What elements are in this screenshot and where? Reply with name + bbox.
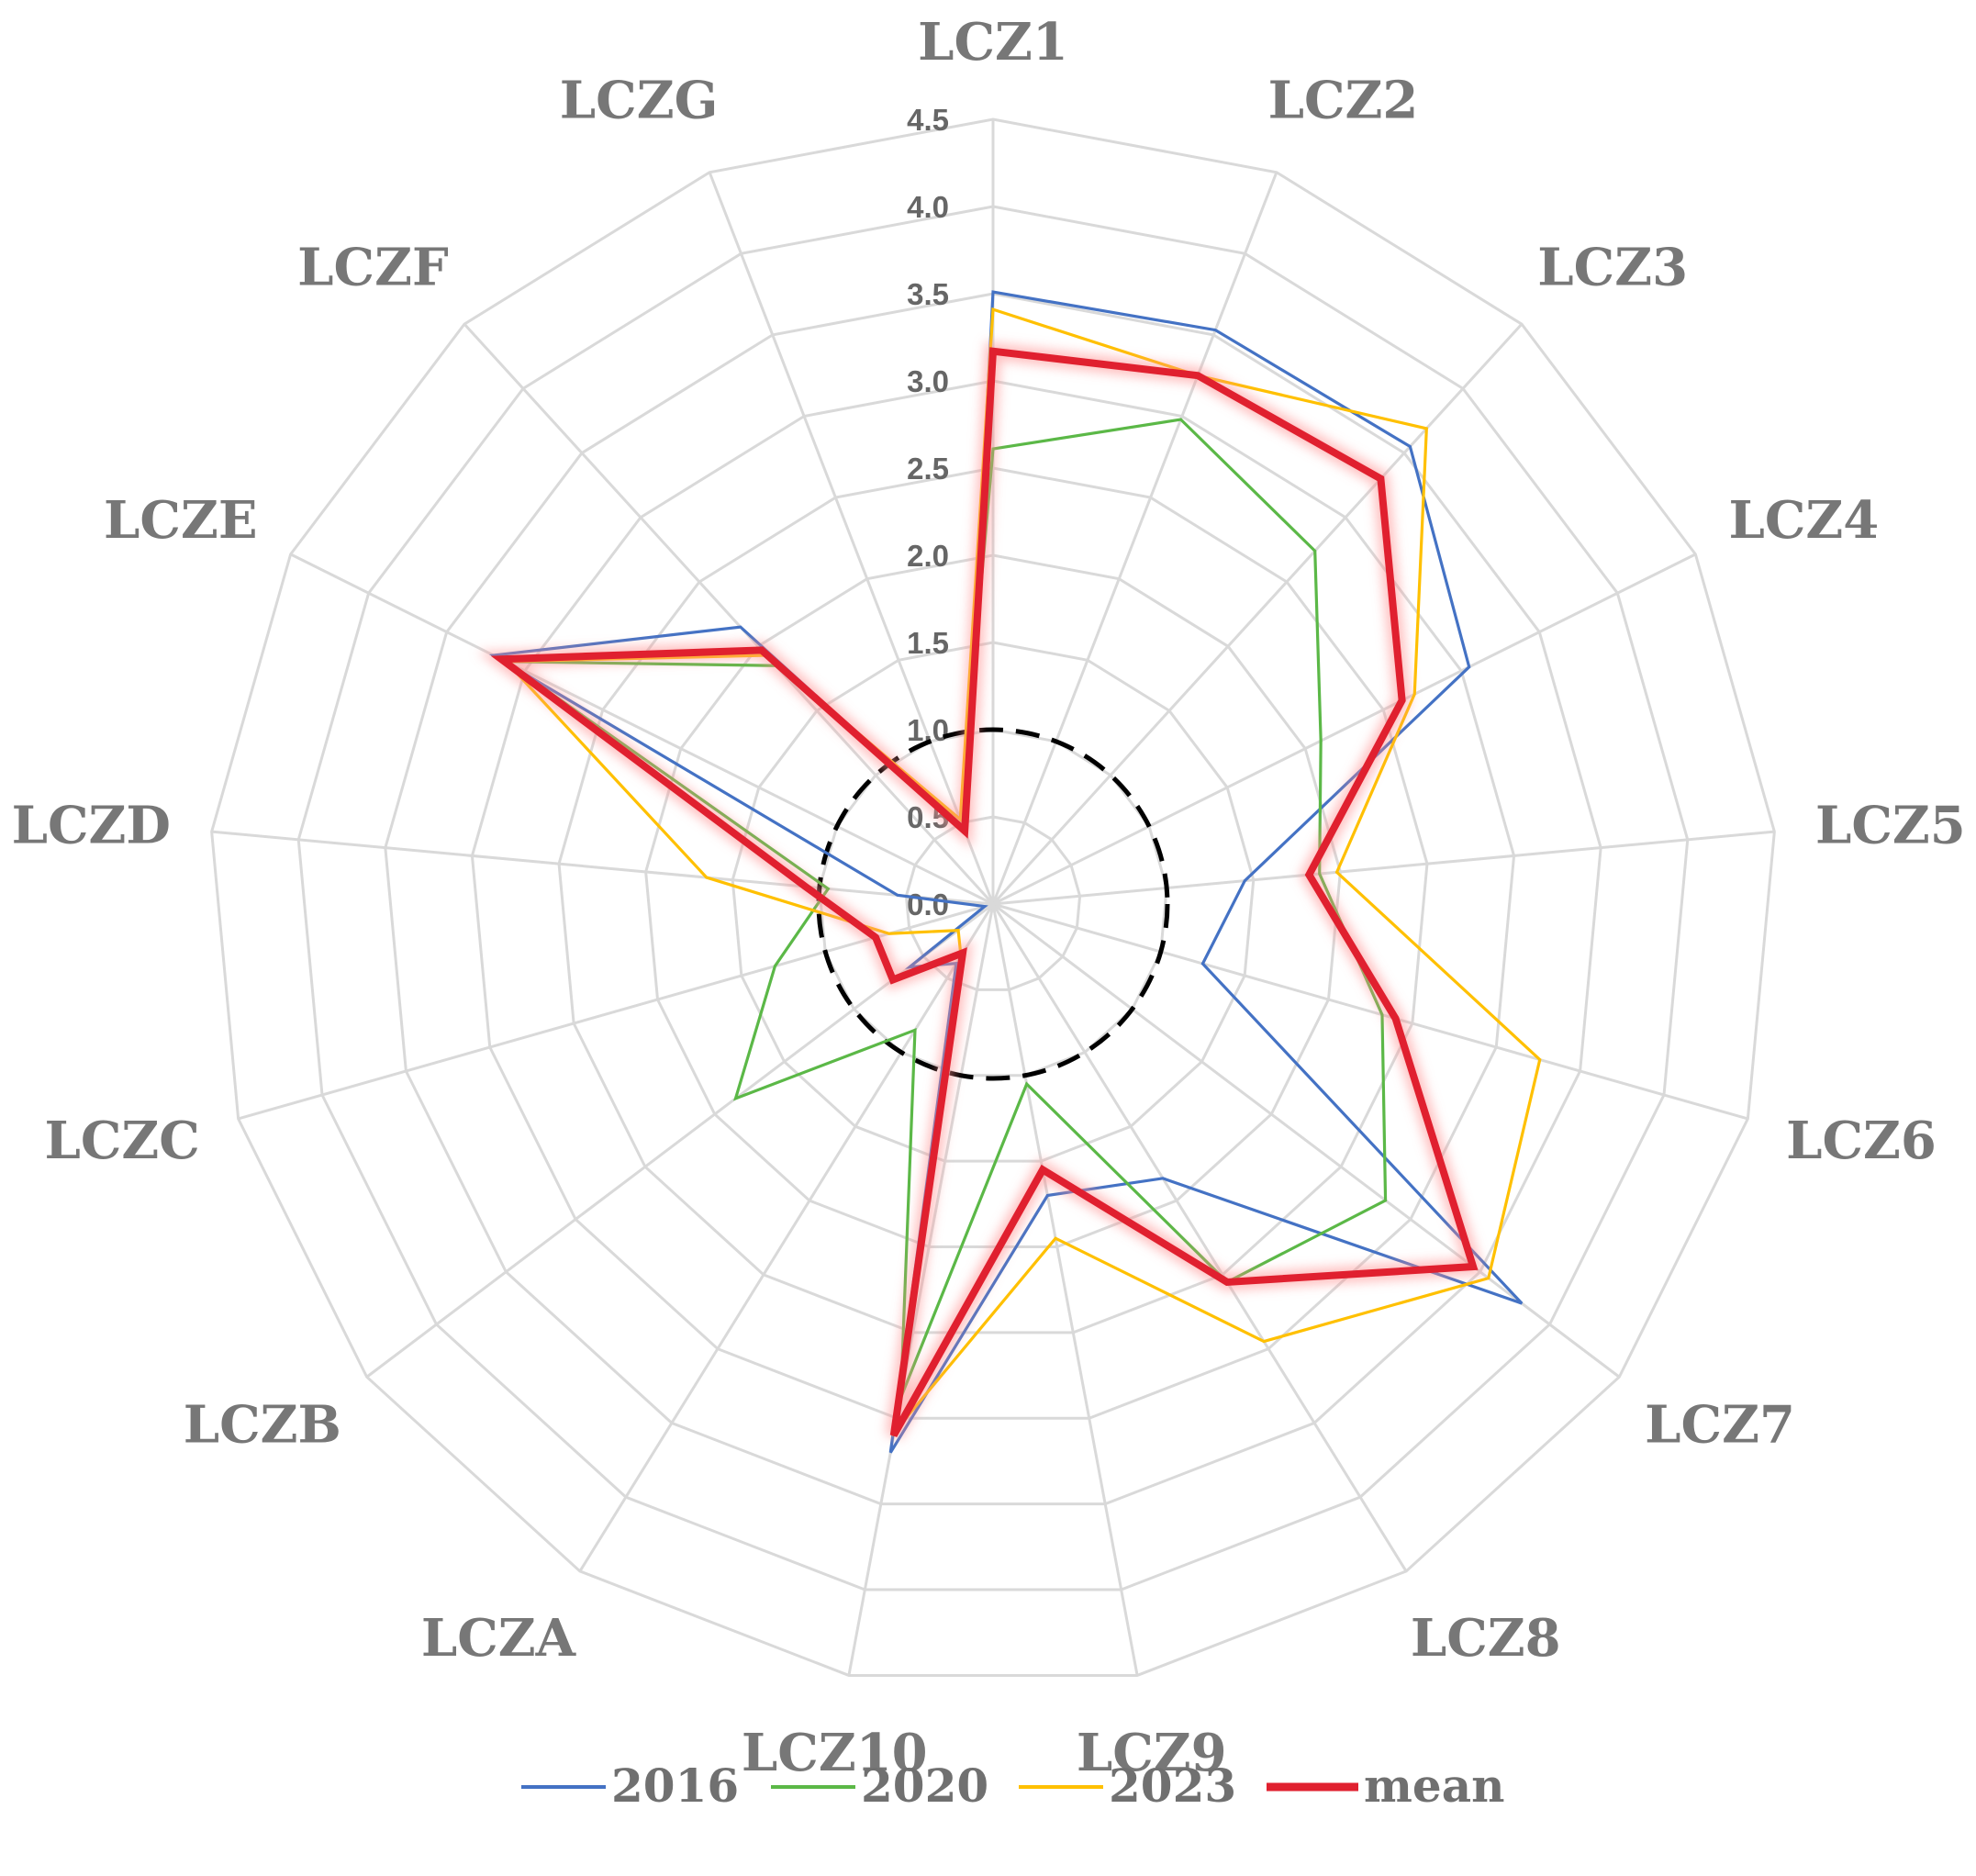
grid-spoke xyxy=(578,903,995,1572)
grid-ring xyxy=(557,466,1429,1334)
radial-tick-label: 3.0 xyxy=(907,364,949,398)
category-label: LCZB xyxy=(184,1394,341,1455)
grid-spoke xyxy=(991,172,1278,905)
radar-grid xyxy=(210,117,1776,1677)
category-label: LCZ7 xyxy=(1645,1394,1795,1455)
series-line-mean xyxy=(490,347,1479,1437)
category-label: LCZG xyxy=(560,70,719,130)
radial-tick-label: 2.5 xyxy=(907,452,949,486)
legend-label-2016: 2016 xyxy=(611,1759,739,1813)
category-label: LCZ9 xyxy=(1077,1723,1227,1783)
category-label: LCZ3 xyxy=(1537,237,1688,297)
legend-label-mean: mean xyxy=(1364,1759,1504,1813)
category-label: LCZ8 xyxy=(1411,1608,1561,1669)
grid-spoke xyxy=(992,902,1621,1379)
category-label: LCZF xyxy=(297,237,449,297)
grid-spoke xyxy=(991,323,1524,906)
grid-ring xyxy=(210,117,1776,1677)
grid-ring xyxy=(904,815,1082,991)
series-lines xyxy=(477,290,1542,1454)
grid-spoke xyxy=(991,903,1408,1572)
category-label: LCZ1 xyxy=(918,12,1068,73)
category-label: LCZ10 xyxy=(742,1723,928,1783)
category-label: LCZE xyxy=(104,490,258,551)
grid-spoke xyxy=(992,902,1748,1121)
radial-tick-label: 3.5 xyxy=(907,277,949,311)
grid-spoke xyxy=(992,553,1697,906)
grid-spoke xyxy=(992,830,1775,906)
grid-ring xyxy=(731,641,1256,1163)
category-label: LCZD xyxy=(12,795,171,855)
category-label: LCZC xyxy=(44,1111,199,1171)
radial-tick-label: 0.0 xyxy=(907,888,949,921)
grid-spoke xyxy=(463,323,995,906)
category-label: LCZ4 xyxy=(1728,490,1879,551)
category-label: LCZ5 xyxy=(1815,795,1966,855)
grid-ring xyxy=(384,292,1602,1506)
legend: 2016 2020 2023 mean xyxy=(521,1759,1504,1813)
grid-spoke xyxy=(289,553,994,906)
category-labels: LCZ1 LCZ2 LCZ3 LCZ4 LCZ5 LCZ6 LCZ7 LCZ8 LCZ9 LCZ1… xyxy=(12,12,1966,1783)
radial-tick-label: 1.5 xyxy=(907,626,949,660)
grid-ring xyxy=(470,379,1516,1420)
reference-circle xyxy=(816,727,1170,1081)
legend-label-2020: 2020 xyxy=(861,1759,988,1813)
radial-tick-label: 2.0 xyxy=(907,539,949,573)
category-label: LCZ6 xyxy=(1786,1111,1937,1171)
grid-spoke xyxy=(991,903,1139,1676)
legend-label-2023: 2023 xyxy=(1109,1759,1236,1813)
grid-spoke xyxy=(211,830,994,906)
grid-ring xyxy=(296,205,1690,1591)
grid-spoke xyxy=(708,172,995,905)
category-label: LCZ2 xyxy=(1268,70,1419,130)
radial-tick-label: 4.5 xyxy=(907,103,949,137)
reference-circle-layer xyxy=(816,727,1170,1081)
radial-tick-label: 4.0 xyxy=(907,190,949,224)
category-label: LCZA xyxy=(421,1608,577,1669)
